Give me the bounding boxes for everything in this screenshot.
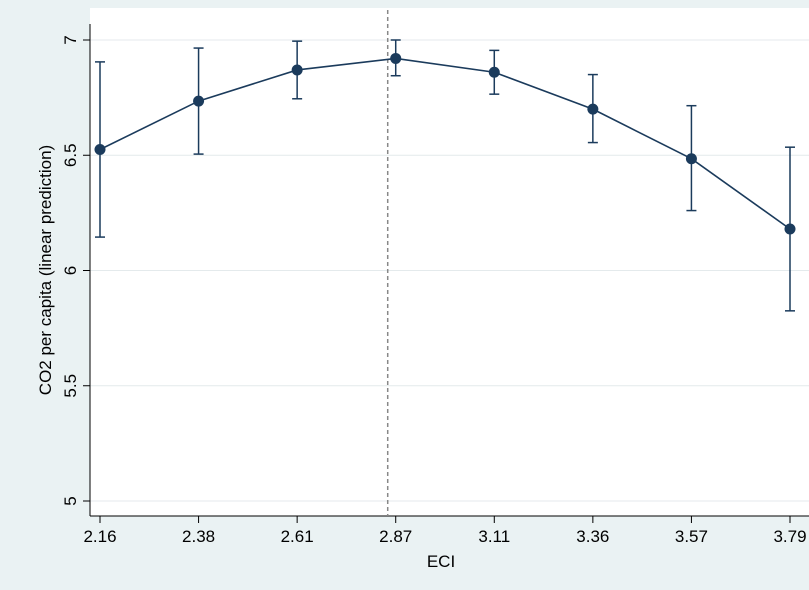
y-tick-label: 7 <box>61 35 80 44</box>
x-axis-title: ECI <box>427 552 455 571</box>
y-tick-label: 5.5 <box>61 374 80 398</box>
series-group <box>94 39 796 312</box>
x-tick-label: 2.87 <box>379 527 412 546</box>
data-point <box>685 153 697 165</box>
x-tick-label: 3.36 <box>576 527 609 546</box>
data-point <box>587 103 599 115</box>
data-point <box>784 223 796 235</box>
x-tick-label: 2.38 <box>182 527 215 546</box>
y-tick-label: 5 <box>61 496 80 505</box>
x-tick-label: 3.11 <box>478 527 510 546</box>
y-tick-label: 6.5 <box>61 143 80 167</box>
x-tick-label: 2.16 <box>83 527 116 546</box>
tick-labels: 5 5.5 6 6.5 7 2.16 2.38 2.61 2.87 3.11 3.36 3.57 3.7… <box>61 35 807 546</box>
y-axis-title: CO2 per capita (linear prediction) <box>36 145 55 395</box>
data-point <box>193 95 205 107</box>
data-point <box>291 64 303 76</box>
x-tick-label: 3.57 <box>675 527 708 546</box>
x-tick-label: 2.61 <box>281 527 314 546</box>
plot-area <box>90 8 809 516</box>
data-point <box>488 66 500 78</box>
gridlines <box>90 39 809 502</box>
y-tick-label: 6 <box>61 266 80 275</box>
data-point <box>94 143 106 155</box>
series-line <box>99 57 791 230</box>
axes <box>83 24 809 523</box>
x-tick-label: 3.79 <box>773 527 806 546</box>
data-point <box>390 52 402 64</box>
